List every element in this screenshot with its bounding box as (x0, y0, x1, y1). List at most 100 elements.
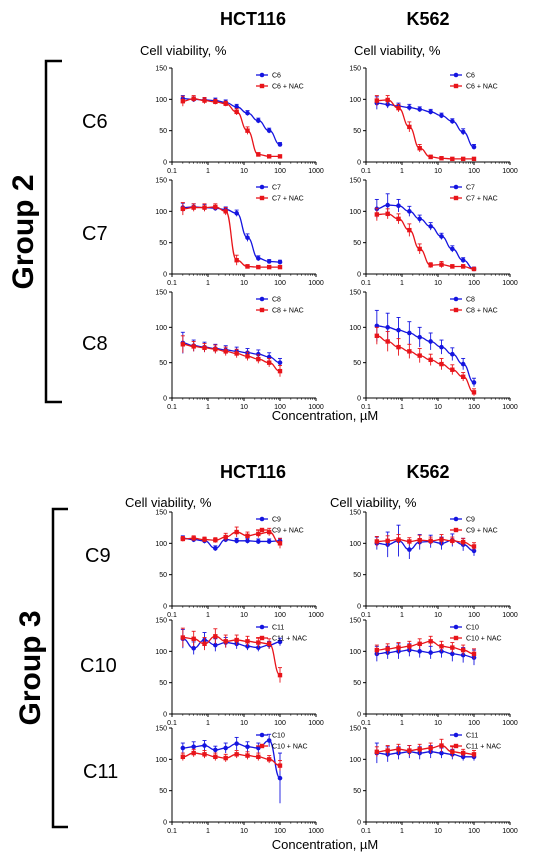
y-tick-label: 50 (353, 572, 361, 579)
y-tick-label: 150 (349, 726, 361, 733)
x-tick-label: 1 (206, 404, 210, 411)
series-curve (376, 640, 475, 655)
data-point (417, 649, 422, 654)
data-point (396, 216, 401, 222)
data-point (191, 645, 196, 651)
y-tick-label: 150 (349, 178, 361, 185)
series-curve (376, 99, 474, 160)
data-point (396, 203, 401, 208)
legend-marker (453, 307, 459, 313)
x-tick-label: 100 (274, 720, 286, 727)
series-curve (182, 531, 281, 544)
data-point (256, 640, 261, 645)
series-curve (376, 213, 475, 270)
chart-g2-hct116-c6: 0 50 100 150 0.1 1 10 100 1000 C6 C6 + NAC (155, 66, 324, 176)
x-tick-label: 10 (240, 280, 248, 287)
series-curve (182, 206, 280, 268)
data-point (256, 356, 261, 362)
legend-label: C6 + NAC (466, 84, 498, 91)
x-tick-label: 1000 (308, 404, 324, 411)
data-point (439, 644, 444, 649)
chart-g3-hct116-c9: 0 50 100 150 0.1 1 10 100 1000 C9 C9 + NAC (155, 510, 324, 620)
data-point (202, 205, 207, 210)
data-point (428, 339, 433, 344)
legend-label: C10 (272, 733, 285, 740)
data-point (450, 749, 455, 755)
legend-label: C9 + NAC (272, 528, 304, 535)
chart-g3-k562-c10: 0 50 100 150 0.1 1 10 100 1000 C10 C10 + NAC (349, 618, 518, 728)
x-tick-label: 10 (240, 612, 248, 619)
data-point (450, 118, 455, 124)
y-tick-label: 50 (159, 240, 167, 247)
data-point (439, 156, 444, 161)
data-point (234, 752, 239, 757)
x-tick-label: 0.1 (361, 828, 371, 835)
data-point (202, 537, 207, 542)
legend-marker (453, 516, 459, 522)
x-tick-label: 10 (240, 404, 248, 411)
y-tick-label: 150 (155, 726, 167, 733)
y-tick-label: 100 (349, 209, 361, 216)
data-point (396, 327, 401, 333)
x-tick-label: 0.1 (361, 612, 371, 619)
data-point (277, 775, 283, 781)
series-curve (182, 342, 281, 364)
legend-marker (453, 527, 459, 533)
data-point (428, 650, 433, 655)
data-point (471, 651, 477, 657)
legend-label: C9 (272, 517, 281, 524)
data-point (266, 539, 272, 544)
series-curve (376, 325, 475, 384)
y-tick-label: 100 (349, 325, 361, 332)
group3-row-label-c10: C10 (80, 655, 117, 677)
legend-marker (259, 195, 265, 201)
legend-label: C11 + NAC (466, 744, 501, 751)
data-point (450, 246, 455, 252)
chart-g2-k562-c8: 0 50 100 150 0.1 1 10 100 1000 C8 C8 + NAC (349, 290, 518, 412)
legend-marker (259, 516, 265, 522)
y-tick-label: 0 (357, 396, 361, 403)
x-tick-label: 0.1 (167, 612, 177, 619)
data-point (385, 97, 390, 103)
data-point (374, 212, 380, 217)
data-point (266, 154, 272, 159)
legend-marker (453, 184, 459, 190)
data-point (256, 264, 261, 270)
data-point (460, 647, 466, 653)
data-point (439, 750, 444, 756)
data-point (407, 748, 412, 753)
x-tick-label: 10 (240, 828, 248, 835)
data-point (407, 209, 412, 214)
data-point (407, 349, 412, 354)
data-point (245, 744, 250, 750)
series-curve (182, 537, 281, 549)
data-point (460, 539, 466, 545)
data-point (234, 351, 239, 356)
data-point (234, 741, 239, 746)
data-point (450, 367, 455, 372)
group2-label: Group 2 (7, 174, 40, 289)
data-point (213, 634, 218, 639)
data-point (385, 202, 390, 208)
data-point (245, 533, 250, 539)
x-tick-label: 10 (434, 828, 442, 835)
y-tick-label: 150 (155, 66, 167, 73)
data-point (471, 156, 477, 162)
legend-marker (259, 624, 265, 630)
data-point (180, 635, 186, 640)
legend-label: C11 + NAC (272, 636, 307, 643)
x-tick-label: 1 (400, 280, 404, 287)
data-point (396, 645, 401, 650)
data-point (450, 156, 455, 162)
data-point (450, 651, 455, 657)
data-point (202, 641, 207, 647)
y-tick-label: 50 (353, 360, 361, 367)
data-point (266, 641, 272, 647)
data-point (277, 360, 283, 365)
y-tick-label: 50 (159, 360, 167, 367)
x-tick-label: 0.1 (167, 828, 177, 835)
legend-marker (259, 296, 265, 302)
data-point (385, 339, 390, 344)
x-tick-label: 1 (206, 828, 210, 835)
